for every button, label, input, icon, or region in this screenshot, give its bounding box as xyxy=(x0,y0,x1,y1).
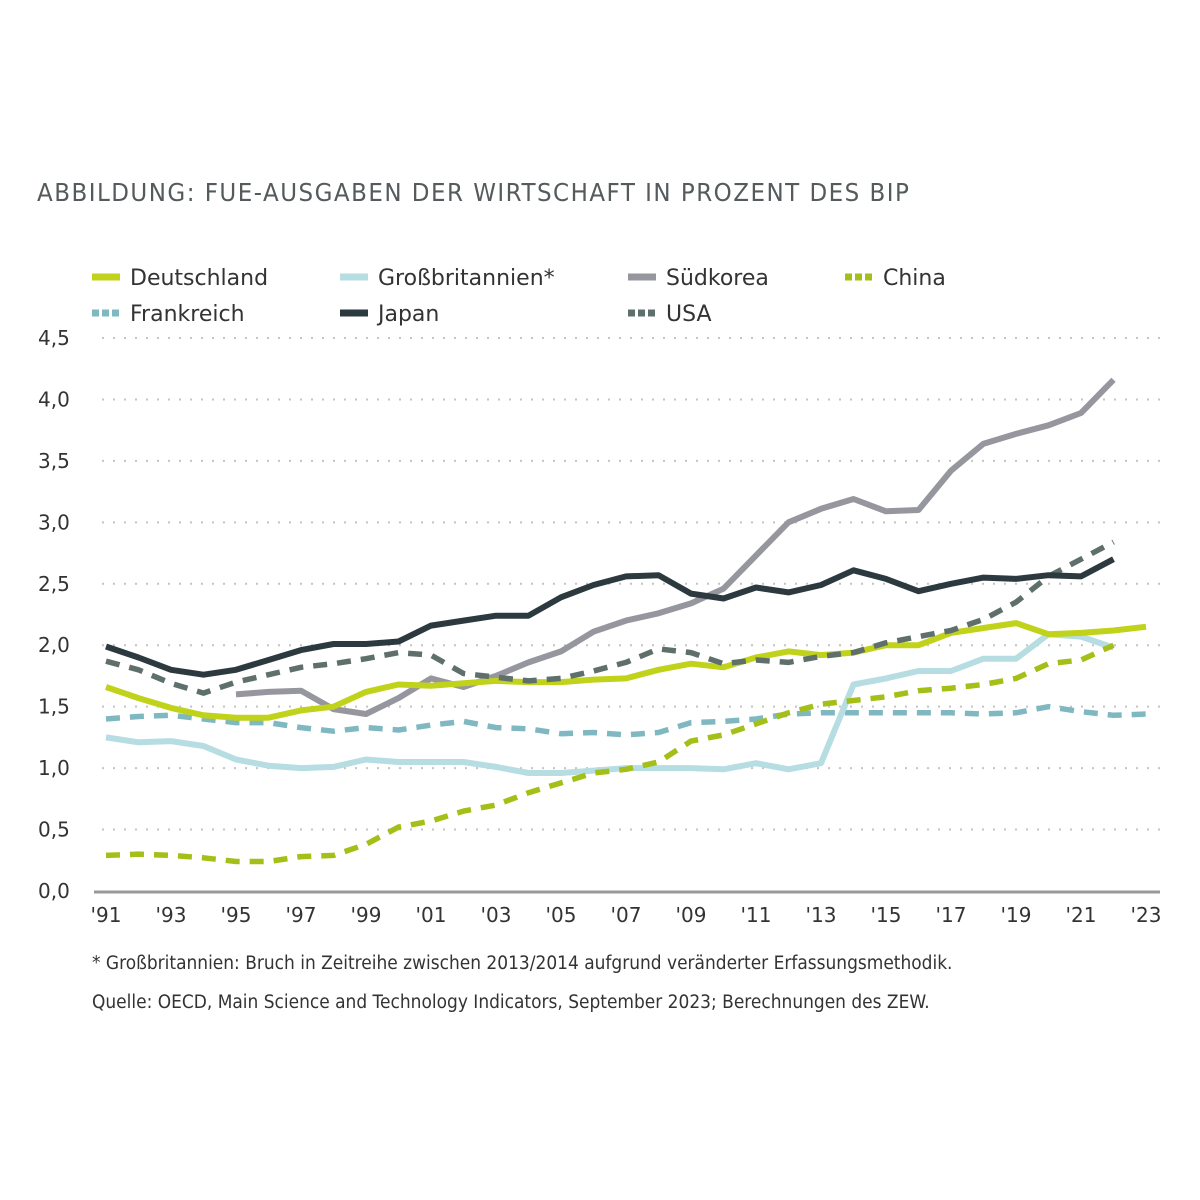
series-line-südkorea xyxy=(235,377,1116,717)
gridlines xyxy=(102,337,1160,831)
x-tick-label: '05 xyxy=(546,903,577,927)
series-line-frankreich xyxy=(105,703,1147,738)
y-tick-label: 1,5 xyxy=(38,695,70,719)
series-line-großbritannien xyxy=(105,631,1115,776)
x-axis: '91 '93 '95 '97 '99 '01 '03 '05 '07 '09 '11 '13 '15 '… xyxy=(91,890,1162,927)
y-tick-label: 3,0 xyxy=(38,510,70,534)
y-tick-label: 3,5 xyxy=(38,449,70,473)
legend: Deutschland Großbritannien* Südkorea China F… xyxy=(92,266,946,327)
legend-label: Südkorea xyxy=(666,266,769,291)
legend-item: Frankreich xyxy=(92,302,245,327)
y-tick-label: 1,0 xyxy=(38,756,70,780)
legend-label: Deutschland xyxy=(130,266,268,291)
chart-title: ABBILDUNG: FUE-AUSGABEN DER WIRTSCHAFT I… xyxy=(37,178,911,207)
x-tick-label: '17 xyxy=(936,903,967,927)
x-tick-label: '13 xyxy=(806,903,837,927)
x-tick-label: '15 xyxy=(871,903,902,927)
y-axis: 0,0 0,5 1,0 1,5 2,0 2,5 3,0 3,5 4,0 4,5 xyxy=(38,326,70,903)
legend-item: Deutschland xyxy=(92,266,268,291)
x-tick-label: '01 xyxy=(416,903,447,927)
x-tick-label: '07 xyxy=(611,903,642,927)
y-tick-label: 4,5 xyxy=(38,326,70,350)
series-lines xyxy=(105,377,1147,865)
series-line-usa xyxy=(105,539,1115,696)
x-tick-label: '11 xyxy=(741,903,772,927)
x-tick-label: '19 xyxy=(1001,903,1032,927)
footnote: * Großbritannien: Bruch in Zeitreihe zwi… xyxy=(92,953,953,974)
legend-label: USA xyxy=(666,302,712,327)
y-tick-label: 4,0 xyxy=(38,387,70,411)
legend-item: Südkorea xyxy=(628,266,769,291)
x-tick-label: '23 xyxy=(1131,903,1162,927)
legend-item: Japan xyxy=(340,302,439,327)
x-tick-label: '99 xyxy=(351,903,382,927)
legend-label: China xyxy=(883,266,946,291)
x-tick-label: '09 xyxy=(676,903,707,927)
x-tick-label: '95 xyxy=(221,903,252,927)
legend-label: Japan xyxy=(376,302,439,327)
legend-label: Frankreich xyxy=(130,302,245,327)
x-tick-label: '97 xyxy=(286,903,317,927)
x-tick-label: '21 xyxy=(1066,903,1097,927)
legend-item: China xyxy=(845,266,946,291)
legend-item: Großbritannien* xyxy=(340,266,555,291)
series-line-china xyxy=(105,642,1115,865)
x-tick-label: '93 xyxy=(156,903,187,927)
y-tick-label: 0,5 xyxy=(38,818,70,842)
y-tick-label: 2,0 xyxy=(38,633,70,657)
legend-label: Großbritannien* xyxy=(378,266,555,291)
source-note: Quelle: OECD, Main Science and Technolog… xyxy=(92,992,930,1013)
x-tick-label: '91 xyxy=(91,903,122,927)
series-line-japan xyxy=(105,556,1115,678)
y-tick-label: 0,0 xyxy=(38,879,70,903)
x-tick-label: '03 xyxy=(481,903,512,927)
legend-item: USA xyxy=(628,302,712,327)
y-tick-label: 2,5 xyxy=(38,572,70,596)
series-line-deutschland xyxy=(105,620,1147,721)
